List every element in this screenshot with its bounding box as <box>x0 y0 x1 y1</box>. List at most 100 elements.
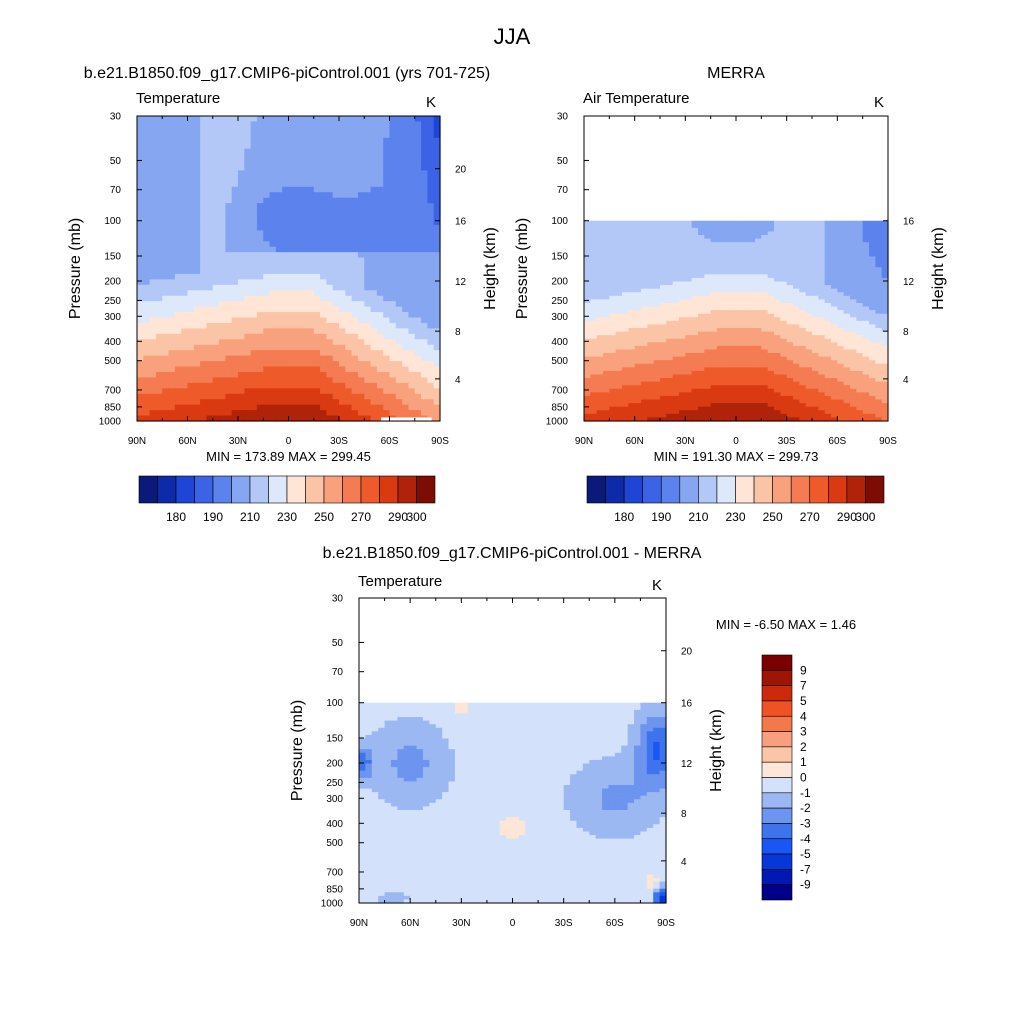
field-cell <box>295 285 302 291</box>
field-cell <box>270 367 277 373</box>
field-cell <box>812 274 819 278</box>
field-cell <box>282 230 289 236</box>
field-cell <box>377 236 384 242</box>
field-cell <box>628 346 635 350</box>
field-cell <box>408 236 415 242</box>
field-cell <box>692 371 699 375</box>
field-cell <box>641 239 648 243</box>
field-cell <box>169 410 176 416</box>
field-cell <box>358 328 365 334</box>
field-cell <box>390 301 397 307</box>
field-cell <box>711 339 718 343</box>
field-cell <box>219 236 226 242</box>
field-cell <box>194 154 201 160</box>
field-cell <box>774 349 781 353</box>
field-cell <box>730 271 737 275</box>
field-cell <box>869 246 876 250</box>
field-cell <box>238 318 245 324</box>
field-cell <box>339 356 346 362</box>
field-cell <box>156 290 163 296</box>
field-cell <box>825 285 832 289</box>
field-cell <box>787 382 794 386</box>
field-cell <box>603 307 610 311</box>
field-cell <box>137 323 144 329</box>
field-cell <box>837 317 844 321</box>
field-cell <box>768 253 775 257</box>
field-cell <box>301 323 308 329</box>
field-cell <box>616 342 623 346</box>
field-cell <box>825 335 832 339</box>
field-cell <box>825 367 832 371</box>
field-cell <box>736 224 743 228</box>
field-cell <box>194 225 201 231</box>
field-cell <box>812 339 819 343</box>
field-cell <box>427 132 434 138</box>
field-cell <box>225 241 232 247</box>
field-cell <box>175 394 182 400</box>
field-cell <box>647 364 654 368</box>
field-cell <box>647 260 654 264</box>
field-cell <box>755 364 762 368</box>
field-cell <box>850 289 857 293</box>
field-cell <box>383 258 390 264</box>
field-cell <box>806 307 813 311</box>
field-cell <box>244 209 251 215</box>
field-cell <box>408 285 415 291</box>
field-cell <box>837 253 844 257</box>
field-cell <box>156 230 163 236</box>
field-cell <box>736 335 743 339</box>
field-cell <box>206 372 213 378</box>
field-cell <box>597 321 604 325</box>
field-cell <box>723 224 730 228</box>
field-cell <box>200 318 207 324</box>
field-cell <box>371 279 378 285</box>
field-cell <box>326 388 333 394</box>
field-cell <box>704 382 711 386</box>
field-cell <box>427 258 434 264</box>
field-cell <box>244 143 251 149</box>
field-cell <box>421 377 428 383</box>
field-cell <box>856 317 863 321</box>
field-cell <box>175 285 182 291</box>
field-cell <box>282 312 289 318</box>
field-cell <box>232 285 239 291</box>
field-cell <box>698 360 705 364</box>
field-cell <box>774 378 781 382</box>
field-cell <box>169 312 176 318</box>
field-cell <box>616 246 623 250</box>
field-cell <box>251 176 258 182</box>
field-cell <box>844 260 851 264</box>
field-cell <box>390 312 397 318</box>
field-cell <box>206 181 213 187</box>
field-cell <box>137 143 144 149</box>
field-cell <box>673 314 680 318</box>
field-cell <box>850 253 857 257</box>
field-cells <box>584 221 889 422</box>
field-cell <box>345 388 352 394</box>
field-cell <box>402 307 409 313</box>
field-cell <box>875 221 882 225</box>
field-cell <box>175 143 182 149</box>
field-cell <box>390 279 397 285</box>
field-cell <box>850 353 857 357</box>
field-cell <box>692 310 699 314</box>
field-cell <box>609 335 616 339</box>
field-cell <box>213 247 220 253</box>
field-cell <box>232 345 239 351</box>
field-cell <box>276 323 283 329</box>
field-cell <box>320 209 327 215</box>
field-cell <box>402 116 409 122</box>
field-cell <box>685 224 692 228</box>
field-cell <box>837 239 844 243</box>
field-cell <box>730 260 737 264</box>
field-cell <box>244 405 251 411</box>
field-cell <box>844 256 851 260</box>
field-cell <box>339 116 346 122</box>
field-cell <box>597 332 604 336</box>
field-cell <box>257 203 264 209</box>
field-cell <box>213 252 220 258</box>
field-cell <box>295 160 302 166</box>
field-cell <box>711 335 718 339</box>
field-cell <box>616 378 623 382</box>
field-cell <box>831 378 838 382</box>
